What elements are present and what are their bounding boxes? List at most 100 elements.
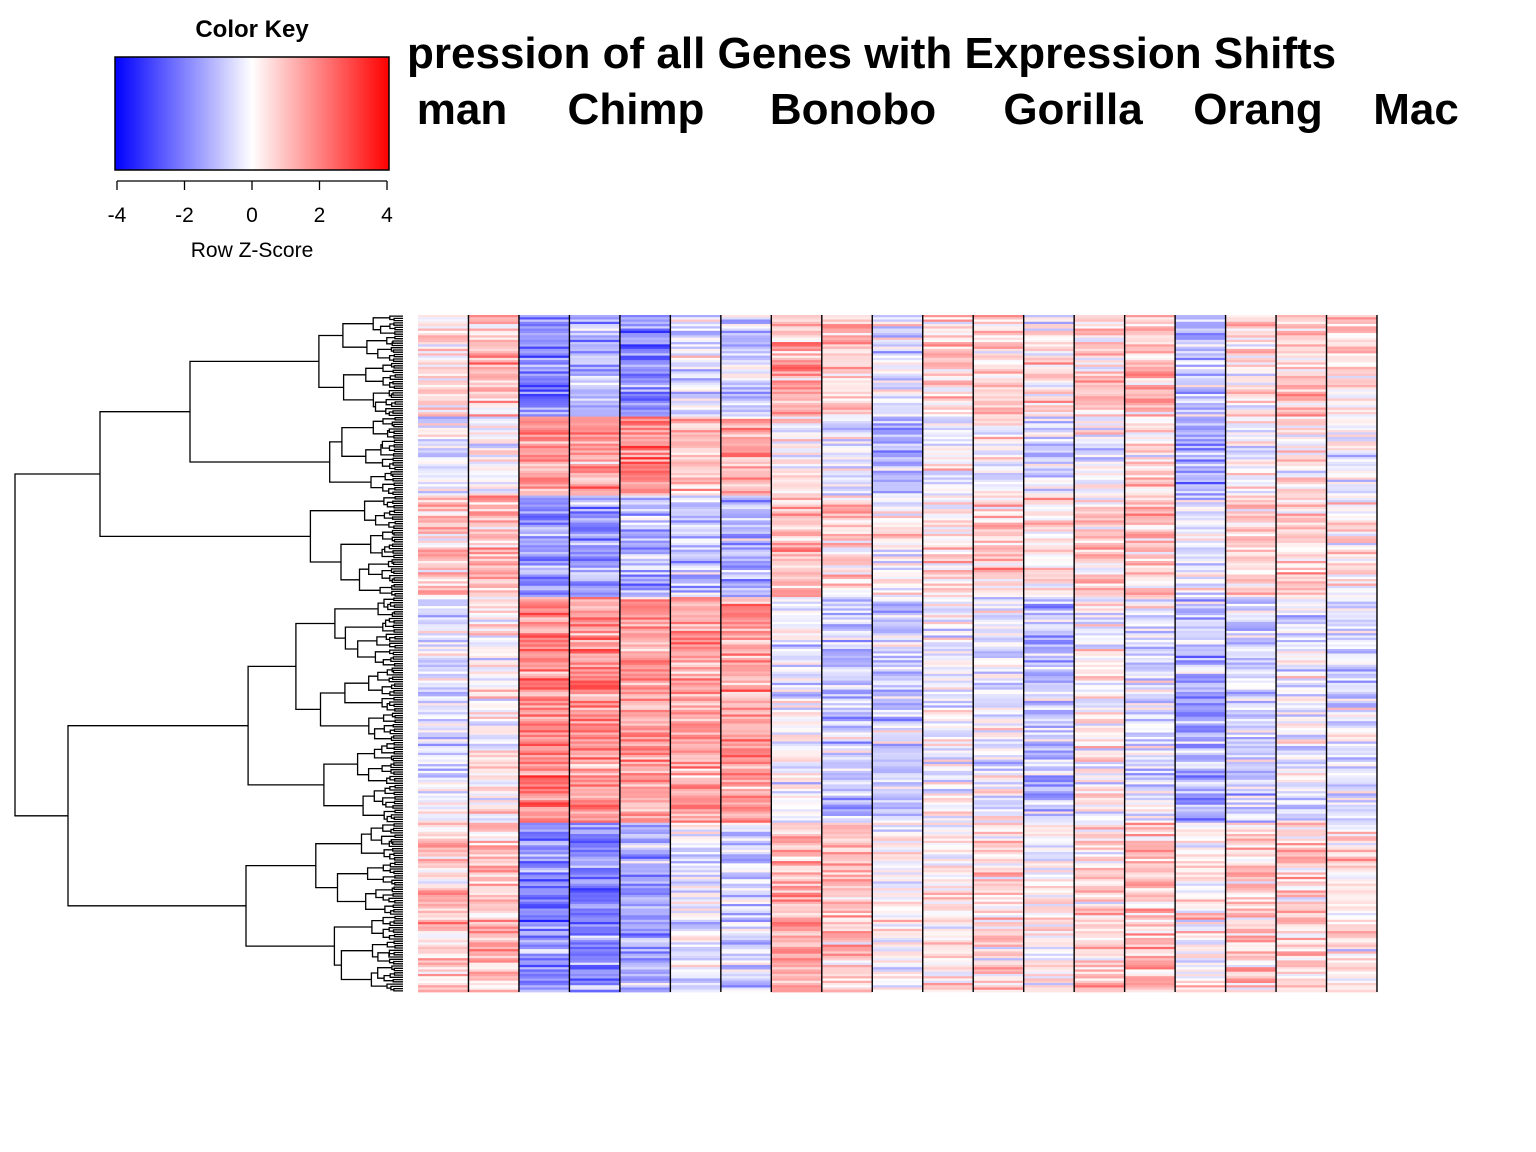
heatmap-cell <box>1326 637 1378 641</box>
heatmap-cell <box>1326 416 1378 420</box>
heatmap-cell <box>771 319 823 323</box>
heatmap-cell <box>771 466 823 469</box>
heatmap-cell <box>569 542 621 546</box>
heatmap-cell <box>1326 822 1378 826</box>
heatmap-cell <box>821 815 873 819</box>
heatmap-cell <box>922 606 974 609</box>
dendrogram-branch <box>393 423 403 428</box>
dendrogram-branch <box>365 367 384 382</box>
heatmap-cell <box>872 597 924 600</box>
heatmap-cell <box>619 333 671 336</box>
heatmap-cell <box>973 432 1025 436</box>
heatmap-cell <box>619 845 671 848</box>
heatmap-cell <box>468 800 520 803</box>
heatmap-cell <box>1276 685 1327 688</box>
heatmap-cell <box>973 441 1025 445</box>
heatmap-cell <box>468 353 520 357</box>
heatmap-cell <box>1225 703 1277 706</box>
heatmap-cell <box>1326 418 1378 422</box>
heatmap-cell <box>973 732 1025 736</box>
heatmap-cell <box>468 630 520 634</box>
heatmap-cell <box>1175 531 1226 535</box>
heatmap-cell <box>569 355 621 359</box>
heatmap-cell <box>771 375 823 379</box>
heatmap-cell <box>720 554 772 557</box>
heatmap-cell <box>569 576 621 580</box>
heatmap-cell <box>1074 671 1126 675</box>
dendrogram-branch <box>392 805 403 809</box>
heatmap-cell <box>670 373 722 377</box>
heatmap-cell <box>1276 333 1327 336</box>
heatmap-cell <box>418 339 469 343</box>
heatmap-cell <box>1074 639 1126 643</box>
heatmap-cell <box>1326 375 1378 379</box>
heatmap-cell <box>670 342 722 345</box>
heatmap-cell <box>821 463 873 467</box>
heatmap-cell <box>569 757 621 760</box>
heatmap-cell <box>1124 707 1176 711</box>
heatmap-cell <box>922 698 974 702</box>
heatmap-cell <box>569 466 621 469</box>
heatmap-cell <box>720 655 772 659</box>
heatmap-cell <box>468 746 520 749</box>
heatmap-cell <box>1124 621 1176 625</box>
heatmap-cell <box>1124 673 1176 677</box>
heatmap-cell <box>872 788 924 792</box>
heatmap-cell <box>619 330 671 334</box>
heatmap-cell <box>569 364 621 368</box>
heatmap-cell <box>418 707 469 711</box>
heatmap-cell <box>1074 806 1126 810</box>
heatmap-cell <box>670 486 722 490</box>
heatmap-cell <box>1326 644 1378 648</box>
heatmap-cell <box>1124 547 1176 551</box>
heatmap-cell <box>1023 619 1075 623</box>
heatmap-cell <box>518 750 570 754</box>
heatmap-cell <box>872 813 924 817</box>
heatmap-cell <box>1326 518 1378 521</box>
heatmap-cell <box>1023 472 1075 476</box>
heatmap-cell <box>973 619 1025 623</box>
heatmap-cell <box>771 418 823 422</box>
heatmap-cell <box>1175 867 1226 871</box>
heatmap-cell <box>518 795 570 799</box>
heatmap-cell <box>619 441 671 445</box>
heatmap-cell <box>468 592 520 596</box>
heatmap-cell <box>1175 547 1226 551</box>
heatmap-cell <box>1326 660 1378 663</box>
heatmap-cell <box>1124 678 1176 681</box>
heatmap-cell <box>1276 511 1327 514</box>
heatmap-cell <box>973 630 1025 634</box>
heatmap-cell <box>973 583 1025 587</box>
heatmap-cell <box>1175 588 1226 591</box>
heatmap-cell <box>518 854 570 857</box>
heatmap-cell <box>1124 375 1176 379</box>
heatmap-cell <box>569 524 621 528</box>
heatmap-cell <box>821 617 873 621</box>
heatmap-cell <box>1175 619 1226 623</box>
heatmap-cell <box>1023 398 1075 402</box>
heatmap-cell <box>922 326 974 329</box>
heatmap-cell <box>872 827 924 830</box>
heatmap-cell <box>569 746 621 749</box>
heatmap-cell <box>1124 680 1176 684</box>
heatmap-cell <box>418 472 469 476</box>
heatmap-cell <box>1124 705 1176 709</box>
heatmap-cell <box>1225 328 1277 332</box>
heatmap-cell <box>468 813 520 817</box>
heatmap-cell <box>922 831 974 835</box>
heatmap-cell <box>720 870 772 873</box>
heatmap-cell <box>1276 380 1327 384</box>
heatmap-cell <box>821 373 873 377</box>
heatmap-cell <box>468 768 520 772</box>
heatmap-cell <box>771 599 823 602</box>
heatmap-cell <box>1175 786 1226 790</box>
heatmap-cell <box>1074 603 1126 607</box>
heatmap-cell <box>1124 432 1176 436</box>
heatmap-cell <box>872 673 924 677</box>
heatmap-cell <box>1023 515 1075 519</box>
heatmap-cell <box>922 328 974 332</box>
heatmap-cell <box>468 513 520 517</box>
dendrogram-branch <box>373 748 392 759</box>
heatmap-cell <box>569 667 621 670</box>
heatmap-cell <box>771 479 823 483</box>
